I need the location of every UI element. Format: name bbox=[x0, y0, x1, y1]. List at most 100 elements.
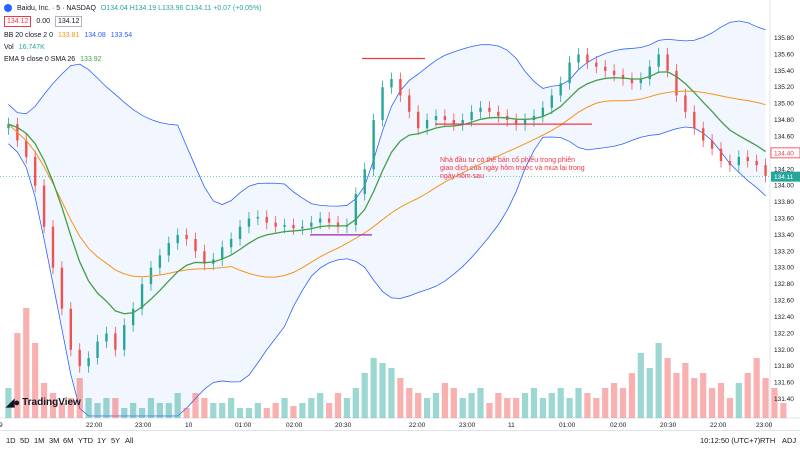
volume-bar bbox=[566, 398, 573, 418]
candle-body bbox=[701, 128, 705, 141]
tradingview-logo[interactable]: ◢● TradingView bbox=[6, 396, 81, 409]
candle-body bbox=[7, 124, 10, 129]
logo-text: TradingView bbox=[22, 397, 81, 408]
volume-bar bbox=[780, 403, 787, 418]
adjust-toggle[interactable]: ADJ bbox=[782, 436, 797, 445]
candle bbox=[354, 187, 358, 232]
current-price-tag bbox=[771, 171, 800, 182]
candle bbox=[461, 113, 464, 131]
candle-body bbox=[461, 120, 464, 125]
candle-body bbox=[292, 225, 295, 229]
timeframe-6m[interactable]: 6M bbox=[63, 436, 74, 445]
volume-bar bbox=[423, 398, 431, 418]
price-tick-label: 132.40 bbox=[774, 314, 794, 321]
candle-body bbox=[221, 247, 224, 260]
legend-vol-row[interactable]: Vol 16.747K bbox=[4, 43, 48, 52]
volume-bar bbox=[486, 403, 493, 418]
time-tick-label: 20:30 bbox=[660, 422, 677, 429]
candle bbox=[363, 162, 366, 201]
price-tick-label: 131.80 bbox=[774, 363, 794, 370]
tradingview-icon: ◢● bbox=[6, 397, 20, 409]
legend-ema-row[interactable]: EMA 9 close 0 SMA 26 133.92 bbox=[4, 55, 105, 64]
price-tick-label: 135.80 bbox=[774, 35, 794, 42]
candle bbox=[408, 88, 411, 119]
bb-label: BB 20 close 2 0 bbox=[4, 32, 54, 39]
volume-bar bbox=[530, 388, 538, 418]
price-tick-label: 134.80 bbox=[774, 117, 794, 124]
volume-bar bbox=[691, 378, 698, 418]
candle bbox=[78, 343, 81, 373]
candle bbox=[292, 218, 295, 235]
session-toggle[interactable]: RTH bbox=[760, 436, 776, 445]
time-tick-label: 23:00 bbox=[459, 422, 476, 429]
volume-bar bbox=[85, 398, 92, 418]
volume-bar bbox=[619, 388, 627, 418]
bb-basis: 133.81 bbox=[57, 32, 80, 39]
timeframe-1d[interactable]: 1D bbox=[6, 436, 16, 445]
annotation-text[interactable]: Nhà đầu tư có thể bán cổ phiếu trong phi… bbox=[440, 157, 585, 180]
volume-bar bbox=[717, 383, 725, 418]
volume-bar bbox=[521, 393, 529, 418]
candle-body bbox=[114, 333, 117, 350]
volume-bar bbox=[450, 388, 457, 418]
volume-bar bbox=[5, 388, 12, 418]
timeframe-5d[interactable]: 5D bbox=[20, 436, 30, 445]
candle bbox=[416, 105, 420, 135]
volume-bar bbox=[441, 383, 449, 418]
sell-price-box[interactable]: 134.12 bbox=[4, 16, 32, 27]
candle bbox=[229, 232, 233, 254]
volume-bar bbox=[726, 398, 734, 418]
volume-bar bbox=[584, 393, 591, 418]
candle-body bbox=[416, 111, 420, 129]
candle-body bbox=[318, 218, 322, 223]
timeframe-ytd[interactable]: YTD bbox=[78, 436, 93, 445]
timeframe-3m[interactable]: 3M bbox=[49, 436, 60, 445]
buy-price-box[interactable]: 134.12 bbox=[54, 16, 83, 27]
timeframe-5y[interactable]: 5Y bbox=[111, 436, 121, 445]
volume-bar bbox=[628, 373, 636, 418]
timeframe-all[interactable]: All bbox=[125, 436, 134, 445]
price-tick-label: 135.20 bbox=[774, 84, 794, 91]
candle-body bbox=[265, 216, 268, 223]
current-price-tag-label: 134.11 bbox=[774, 174, 794, 181]
candle-body bbox=[488, 107, 491, 112]
candle-body bbox=[336, 222, 340, 227]
candle-body bbox=[301, 226, 304, 229]
candle bbox=[514, 113, 518, 131]
candle-body bbox=[568, 62, 571, 84]
candle bbox=[301, 220, 304, 235]
candle bbox=[693, 105, 696, 135]
candle bbox=[114, 326, 117, 357]
candle-body bbox=[229, 239, 233, 248]
candle bbox=[604, 60, 607, 78]
clock-readout[interactable]: 10:12:50 (UTC+7) bbox=[700, 436, 761, 445]
volume-bar bbox=[664, 358, 671, 418]
candle bbox=[51, 220, 55, 275]
timeframe-1y[interactable]: 1Y bbox=[97, 436, 107, 445]
time-tick-label: 02:00 bbox=[610, 422, 627, 429]
candle-body bbox=[728, 161, 732, 166]
candle-body bbox=[541, 107, 545, 116]
time-tick-label: 23:00 bbox=[135, 422, 152, 429]
volume-bar bbox=[700, 373, 707, 418]
candle bbox=[550, 88, 553, 115]
candle-body bbox=[327, 218, 331, 223]
candle bbox=[87, 351, 90, 373]
candle-body bbox=[256, 216, 260, 219]
price-tick-label: 133.20 bbox=[774, 248, 794, 255]
candle bbox=[256, 210, 260, 226]
volume-bar bbox=[495, 393, 502, 418]
legend-bb-row[interactable]: BB 20 close 2 0 133.81 134.08 133.54 bbox=[4, 31, 135, 40]
volume-bar bbox=[219, 403, 226, 418]
symbol-title[interactable]: Baidu, Inc. · 5 · NASDAQ bbox=[16, 5, 96, 12]
volume-bar bbox=[228, 398, 235, 418]
timeframe-1m[interactable]: 1M bbox=[34, 436, 45, 445]
candle bbox=[203, 244, 206, 271]
price-tick-label: 132.60 bbox=[774, 298, 794, 305]
candle-body bbox=[755, 161, 758, 166]
volume-bar bbox=[236, 408, 244, 418]
marker-price-tag-label: 134.40 bbox=[774, 150, 794, 157]
candle-body bbox=[399, 79, 402, 96]
candle-body bbox=[354, 193, 358, 226]
